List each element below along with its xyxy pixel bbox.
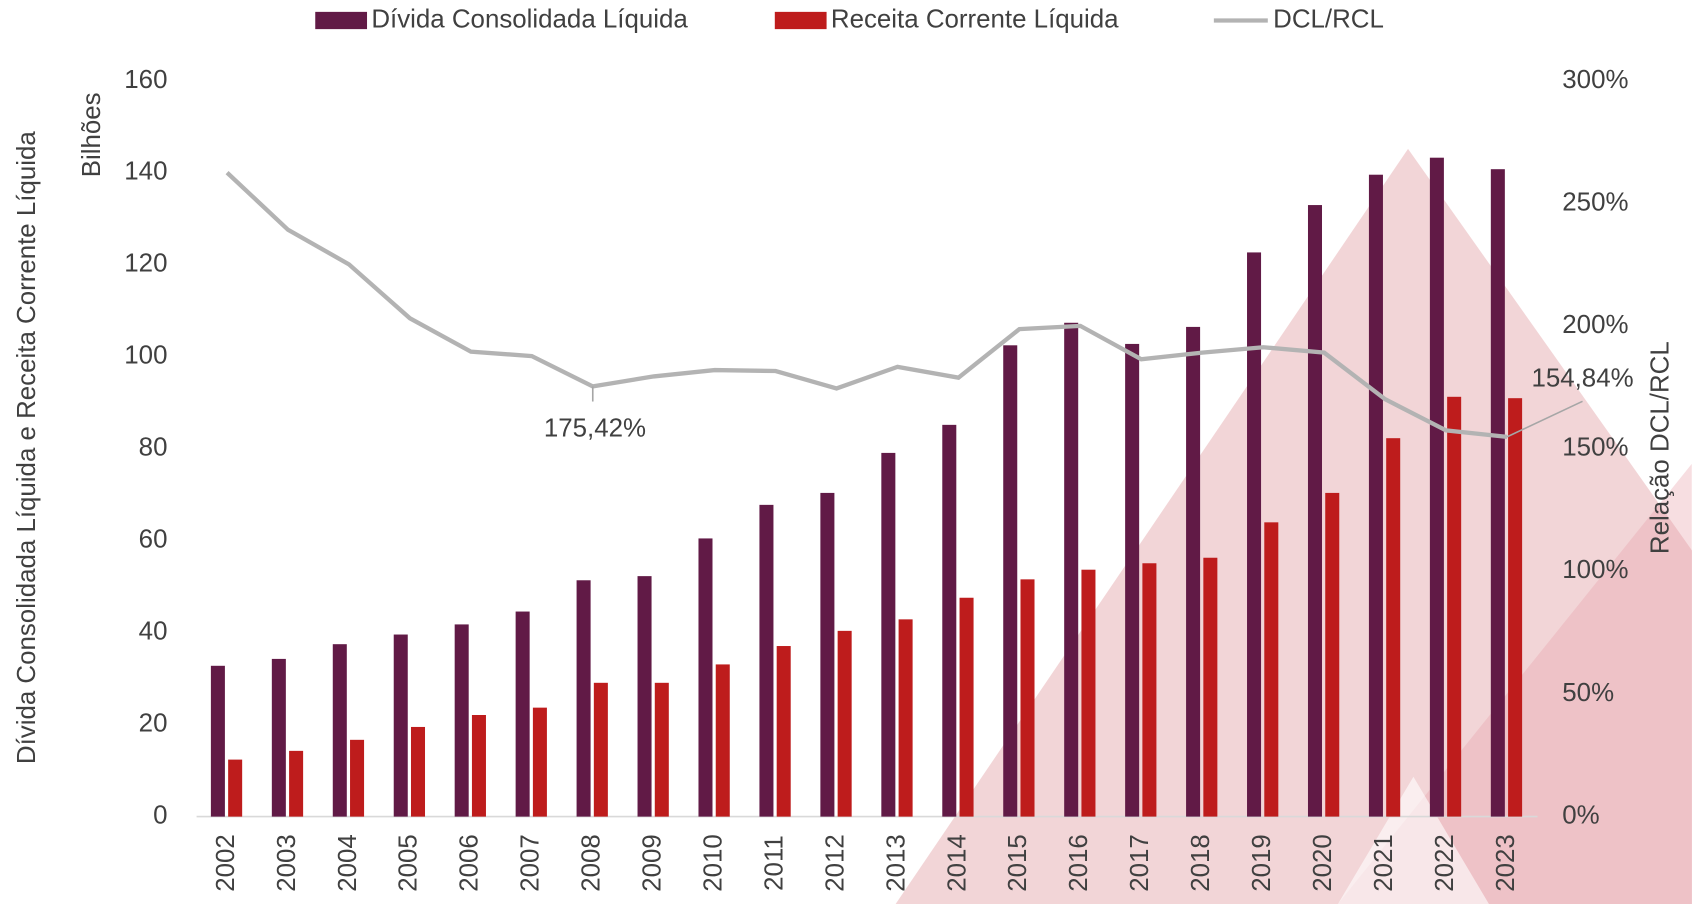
bar — [272, 659, 286, 817]
y2-tick-label: 300% — [1562, 66, 1628, 94]
bar — [1308, 205, 1322, 817]
x-tick-label: 2011 — [760, 835, 788, 891]
bar — [1081, 570, 1095, 817]
y-tick-label: 120 — [124, 250, 167, 278]
x-tick-label: 2003 — [273, 834, 301, 892]
bar — [838, 631, 852, 817]
bar — [716, 664, 730, 816]
bar — [333, 644, 347, 816]
bar — [594, 683, 608, 817]
data-label: 175,42% — [544, 414, 646, 442]
bar — [638, 576, 652, 816]
bar — [577, 580, 591, 816]
x-tick-label: 2005 — [395, 834, 423, 892]
bar — [820, 493, 834, 817]
bar — [211, 666, 225, 817]
bar — [228, 760, 242, 817]
y-tick-label: 80 — [139, 434, 168, 462]
legend-label: Dívida Consolidada Líquida — [371, 5, 688, 33]
legend-label: Receita Corrente Líquida — [831, 5, 1119, 33]
bar — [350, 740, 364, 817]
bar — [1430, 158, 1444, 817]
y-tick-label: 140 — [124, 158, 167, 186]
y2-tick-label: 100% — [1562, 556, 1628, 584]
bar — [1003, 345, 1017, 816]
bar — [942, 425, 956, 817]
y2-axis-title: Relação DCL/RCL — [1646, 341, 1674, 554]
bar — [1247, 252, 1261, 816]
bar — [1264, 522, 1278, 816]
data-label: 154,84% — [1531, 365, 1633, 393]
y2-tick-label: 50% — [1562, 679, 1614, 707]
legend-label: DCL/RCL — [1273, 5, 1384, 33]
y2-tick-label: 200% — [1562, 311, 1628, 339]
x-tick-label: 2008 — [578, 834, 606, 892]
bar — [777, 646, 791, 817]
x-tick-label: 2022 — [1431, 834, 1459, 892]
bar — [1142, 563, 1156, 816]
bar — [394, 635, 408, 817]
y-tick-label: 40 — [139, 618, 168, 646]
bar — [1125, 344, 1139, 817]
x-tick-label: 2023 — [1492, 834, 1520, 892]
x-tick-label: 2019 — [1248, 834, 1276, 892]
x-tick-label: 2014 — [943, 834, 971, 892]
bar — [759, 505, 773, 817]
x-tick-label: 2004 — [334, 834, 362, 892]
x-tick-label: 2009 — [639, 834, 667, 892]
bar — [1020, 579, 1034, 816]
bar — [1203, 558, 1217, 817]
bar — [455, 624, 469, 816]
bar — [881, 453, 895, 817]
legend-swatch — [775, 12, 827, 29]
chart: Bilhões Dívida Consolidada Líquida e Rec… — [0, 0, 1692, 904]
bar — [960, 598, 974, 817]
bar — [289, 751, 303, 817]
bar — [1186, 327, 1200, 817]
legend-swatch — [315, 12, 367, 29]
y2-tick-label: 150% — [1562, 434, 1628, 462]
y-unit-label: Bilhões — [78, 92, 106, 177]
bar — [1386, 438, 1400, 816]
bar — [533, 708, 547, 817]
bar — [1064, 323, 1078, 817]
bar — [472, 715, 486, 817]
y-tick-label: 60 — [139, 526, 168, 554]
bar — [516, 612, 530, 817]
x-tick-label: 2007 — [517, 834, 545, 892]
y-tick-label: 0 — [153, 801, 167, 829]
y-axis-title: Dívida Consolidada Líquida e Receita Cor… — [13, 131, 41, 765]
y2-tick-label: 0% — [1562, 801, 1599, 829]
bar — [698, 538, 712, 816]
y-tick-label: 160 — [124, 66, 167, 94]
bar — [1508, 398, 1522, 816]
x-tick-label: 2006 — [456, 834, 484, 892]
y2-tick-label: 250% — [1562, 188, 1628, 216]
bar — [655, 683, 669, 817]
y-tick-label: 100 — [124, 342, 167, 370]
x-tick-label: 2015 — [1004, 834, 1032, 892]
x-tick-label: 2013 — [882, 834, 910, 892]
y-tick-label: 20 — [139, 710, 168, 738]
x-tick-label: 2017 — [1126, 834, 1154, 892]
bar — [1325, 493, 1339, 817]
x-tick-label: 2010 — [700, 834, 728, 892]
x-tick-label: 2016 — [1065, 834, 1093, 892]
bar — [1369, 175, 1383, 817]
bar — [899, 619, 913, 816]
bar — [411, 727, 425, 817]
x-tick-label: 2021 — [1370, 834, 1398, 892]
bar — [1491, 169, 1505, 816]
x-tick-label: 2020 — [1309, 834, 1337, 892]
bar — [1447, 397, 1461, 817]
x-tick-label: 2002 — [212, 834, 240, 892]
x-tick-label: 2018 — [1187, 834, 1215, 892]
x-tick-label: 2012 — [821, 834, 849, 892]
